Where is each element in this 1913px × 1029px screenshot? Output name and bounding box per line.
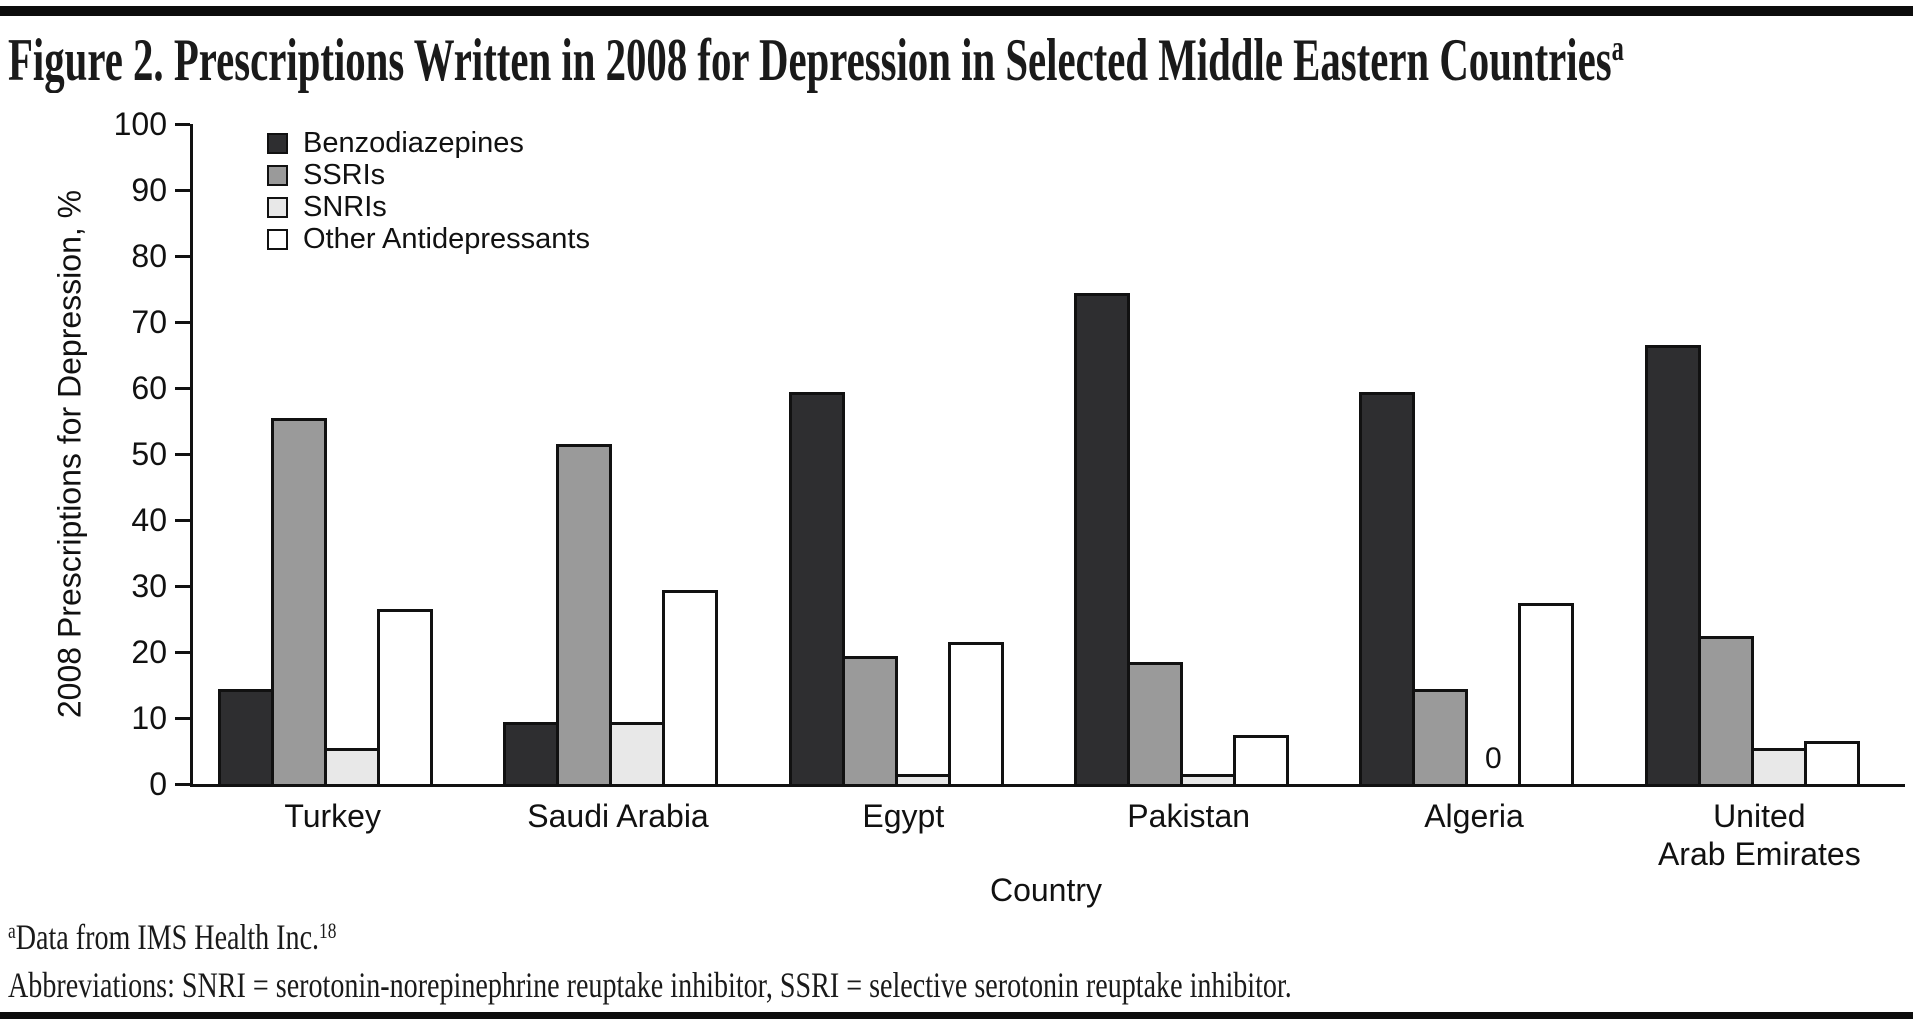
legend-item-other-antidepressants: Other Antidepressants [267,223,590,255]
y-tick-label-100: 100 [113,106,167,142]
legend-swatch-benzodiazepines-icon [267,132,288,154]
y-tick-20 [175,650,190,654]
top-rule [0,6,1913,16]
x-axis-title: Country [989,872,1103,908]
y-tick-60 [175,386,190,390]
y-tick-label-0: 0 [149,766,167,802]
bar-egypt-benzodiazepines [788,391,845,784]
legend-label-snris: SNRIs [303,191,387,223]
legend-item-snris: SNRIs [267,191,590,223]
bar-turkey-other-antidepressants [377,609,433,784]
bar-turkey-benzodiazepines [218,688,274,784]
y-tick-label-40: 40 [131,502,167,538]
y-tick-0 [175,782,190,786]
footnote-source-marker: a [8,917,16,943]
bar-egypt-ssris [841,655,898,784]
bar-turkey-ssris [271,418,327,784]
y-tick-90 [175,188,190,192]
legend: Benzodiazepines SSRIs SNRIs Other Antide… [267,127,590,255]
bar-saudi-arabia-ssris [556,444,613,784]
bar-turkey-snris [324,748,380,784]
x-category-label-turkey: Turkey [284,798,381,834]
y-tick-label-60: 60 [131,370,167,406]
x-category-label-united-arab-emirates: United Arab Emirates [1657,798,1861,872]
y-tick-50 [175,452,190,456]
bar-saudi-arabia-other-antidepressants [662,589,719,784]
x-axis-labels: Turkey Saudi Arabia Egypt Pakistan Algeria Un… [190,797,1902,877]
figure-title-footnote-marker: a [1611,28,1624,69]
legend-swatch-ssris-icon [267,164,288,186]
legend-item-ssris: SSRIs [267,159,590,191]
legend-swatch-other-antidepressants-icon [267,228,288,250]
bar-saudi-arabia-benzodiazepines [503,721,560,784]
bar-algeria-ssris [1412,688,1469,784]
x-category-label-egypt: Egypt [862,798,945,834]
bar-algeria-other-antidepressants [1518,602,1575,784]
y-tick-70 [175,320,190,324]
bar-united-arab-emirates-snris [1750,748,1807,784]
plot-area: 0 10 20 30 40 50 60 70 80 90 100 0 Benzodiazepines… [114,106,1905,802]
y-tick-30 [175,584,190,588]
figure-title-text: Figure 2. Prescriptions Written in 2008 … [8,27,1612,93]
bar-united-arab-emirates-other-antidepressants [1803,741,1860,784]
bar-egypt-snris [894,774,951,784]
zero-value-label-algeria-snris: 0 [1484,742,1502,775]
bar-pakistan-benzodiazepines [1074,292,1130,784]
x-category-label-saudi-arabia: Saudi Arabia [527,798,709,834]
y-tick-10 [175,716,190,720]
y-tick-label-30: 30 [131,568,167,604]
y-tick-80 [175,254,190,258]
footnote-source-text: Data from IMS Health Inc. [15,917,320,957]
y-tick-label-80: 80 [131,238,167,274]
bottom-rule [0,1012,1913,1019]
bar-egypt-other-antidepressants [947,642,1004,784]
y-tick-40 [175,518,190,522]
y-tick-label-70: 70 [131,304,167,340]
figure-title: Figure 2. Prescriptions Written in 2008 … [8,28,1624,100]
y-tick-label-50: 50 [131,436,167,472]
bar-united-arab-emirates-ssris [1697,635,1754,784]
legend-swatch-snris-icon [267,196,288,218]
legend-label-benzodiazepines: Benzodiazepines [303,127,524,159]
bar-pakistan-snris [1180,774,1236,784]
x-category-label-algeria: Algeria [1424,798,1524,834]
bar-pakistan-other-antidepressants [1233,734,1289,784]
legend-label-ssris: SSRIs [303,159,386,191]
bar-algeria-benzodiazepines [1359,391,1416,784]
bar-united-arab-emirates-benzodiazepines [1644,345,1701,784]
footnote-abbreviations: Abbreviations: SNRI = serotonin-norepine… [8,965,1292,1005]
footnote-source-reference: 18 [319,917,337,943]
legend-label-other-antidepressants: Other Antidepressants [303,223,590,255]
bar-pakistan-ssris [1127,662,1183,784]
y-tick-label-20: 20 [131,634,167,670]
y-tick-label-90: 90 [131,172,167,208]
legend-item-benzodiazepines: Benzodiazepines [267,127,590,159]
footnote-source: aData from IMS Health Inc.18 [8,916,336,963]
y-tick-100 [175,122,190,126]
x-category-label-pakistan: Pakistan [1127,798,1251,834]
bar-saudi-arabia-snris [609,721,666,784]
y-tick-label-10: 10 [131,700,167,736]
